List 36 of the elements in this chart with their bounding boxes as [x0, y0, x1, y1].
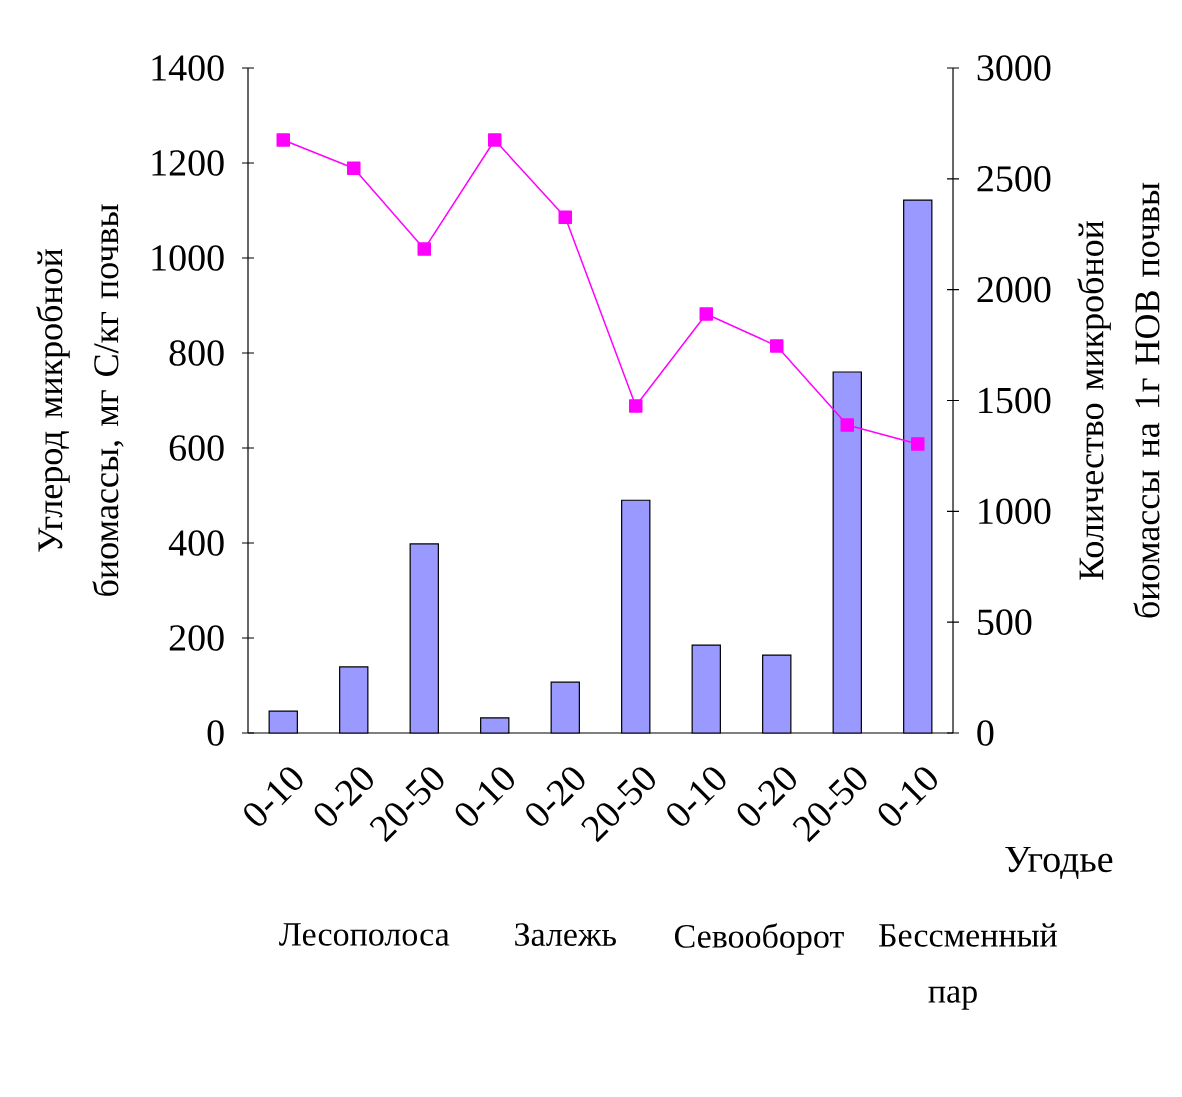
- y-tick-label: 800: [169, 340, 224, 366]
- point: [770, 339, 784, 353]
- y2-tick-label: 3000: [977, 55, 1051, 81]
- x-tick-label: 0-10: [878, 767, 937, 826]
- point: [699, 307, 714, 321]
- text: Лесополоса: [279, 923, 450, 946]
- point: [629, 399, 643, 413]
- y2-axis-title: Количество микробной биомассы на 1г НОВ почвы: [1077, 182, 1160, 618]
- y-tick-label: 1200: [152, 150, 224, 176]
- x-tick-label: 0-10: [667, 767, 726, 826]
- y2-tick-label: 2000: [977, 276, 1051, 303]
- y2-tick-label: 1500: [979, 387, 1051, 414]
- y-axis-title: Углерод микробной биомассы, мг С/кг почвы: [36, 204, 124, 596]
- text: Залежь: [515, 923, 616, 947]
- point: [347, 161, 361, 175]
- y-tick-label: 600: [169, 435, 224, 461]
- point: [911, 437, 925, 451]
- y-tick-label: 200: [169, 625, 224, 651]
- y2-tick-label: 500: [978, 609, 1032, 635]
- point: [840, 418, 855, 432]
- y2-tick-label: 0: [977, 720, 994, 746]
- y2-tick-label: 1000: [979, 498, 1051, 525]
- point: [276, 133, 290, 147]
- x-axis-title: Угодье: [1005, 846, 1113, 880]
- point: [417, 242, 432, 256]
- x-tick-label: 0-10: [244, 767, 303, 826]
- text: Бессменный пар: [878, 923, 1057, 1010]
- point: [488, 133, 502, 147]
- point: [558, 210, 573, 224]
- text: Севооборот: [674, 923, 844, 955]
- y-tick-label: 400: [168, 530, 224, 556]
- y-tick-label: 0: [207, 720, 224, 746]
- x-tick-label: 0-10: [455, 767, 514, 826]
- y-tick-label: 1400: [152, 55, 224, 81]
- y2-tick-label: 2500: [977, 166, 1051, 192]
- y-tick-label: 1000: [152, 245, 224, 271]
